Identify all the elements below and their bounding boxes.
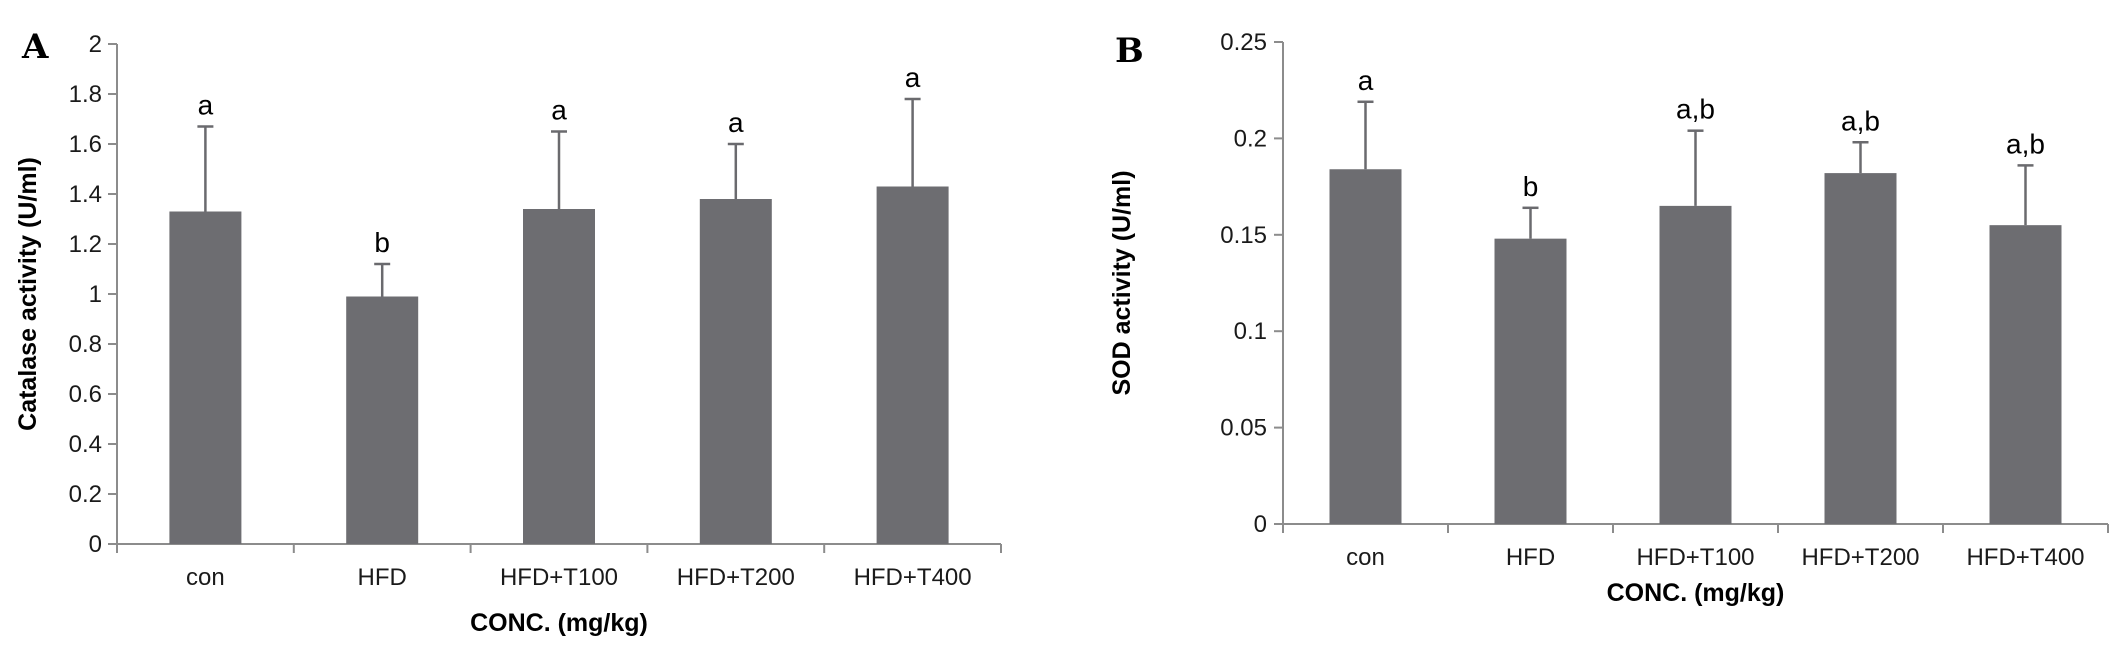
panel-a-x-axis-title: CONC. (mg/kg) <box>470 609 648 637</box>
panel-a-significance-label: a <box>728 107 744 138</box>
panel-a-bar <box>346 296 419 544</box>
panel-b-significance-label: a,b <box>2006 128 2045 159</box>
panel-b-y-tick-label: 0.05 <box>1220 415 1267 442</box>
panel-a-y-tick-label: 2 <box>89 31 102 58</box>
panel-b-y-axis-title: SOD activity (U/ml) <box>1108 170 1136 395</box>
panel-a-significance-label: a <box>551 95 567 126</box>
panel-a-significance-label: a <box>198 90 214 121</box>
panel-a-bar <box>169 211 242 544</box>
panel-b-significance-label: a <box>1358 65 1374 96</box>
panel-a-y-tick-label: 1.8 <box>69 81 102 108</box>
panel-a-y-tick-label: 1.2 <box>69 231 102 258</box>
panel-b-bar <box>1494 238 1567 524</box>
panel-a-x-tick-label: con <box>186 564 225 591</box>
panel-a-bar <box>523 209 595 544</box>
panel-a-y-tick-label: 0 <box>89 531 102 558</box>
panel-a-letter: A <box>21 27 49 67</box>
panel-b-x-tick-label: HFD <box>1506 544 1555 571</box>
panel-a-significance-label: b <box>374 227 390 258</box>
panel-b-y-tick-label: 0 <box>1254 511 1267 538</box>
panel-b-bar <box>1989 225 2062 524</box>
panel-a-y-tick-label: 1.6 <box>69 131 102 158</box>
panel-a-y-tick-label: 0.2 <box>69 481 102 508</box>
panel-a-y-tick-label: 1.4 <box>69 181 102 208</box>
panel-b-bar <box>1329 169 1402 525</box>
panel-a-significance-label: a <box>905 62 921 93</box>
panel-b-x-tick-label: HFD+T400 <box>1966 544 2084 571</box>
panel-a-bar <box>876 186 949 544</box>
panel-b-y-tick-label: 0.2 <box>1234 125 1267 152</box>
panel-b-significance-label: a,b <box>1841 105 1880 136</box>
panel-b-x-axis-title: CONC. (mg/kg) <box>1607 579 1785 607</box>
panel-a-x-tick-label: HFD <box>358 564 407 591</box>
panel-a-x-tick-label: HFD+T400 <box>854 564 972 591</box>
panel-b-y-tick-label: 0.25 <box>1220 29 1267 56</box>
panel-a-bar <box>699 199 772 544</box>
panel-b-x-tick-label: con <box>1346 544 1385 571</box>
panel-b-bar <box>1659 205 1732 524</box>
panel-a-y-tick-label: 1 <box>89 281 102 308</box>
panel-b-y-tick-label: 0.15 <box>1220 222 1267 249</box>
panel-a-y-tick-label: 0.6 <box>69 381 102 408</box>
panel-a-y-tick-label: 0.4 <box>69 431 102 458</box>
panel-b-significance-label: a,b <box>1676 94 1715 125</box>
panel-b-x-tick-label: HFD+T200 <box>1801 544 1919 571</box>
panel-a-y-axis-title: Catalase activity (U/ml) <box>14 157 42 431</box>
panel-b-x-tick-label: HFD+T100 <box>1636 544 1754 571</box>
panel-a-x-tick-label: HFD+T100 <box>500 564 618 591</box>
panel-b-letter: B <box>1115 31 1144 71</box>
panel-b-bar <box>1824 173 1897 524</box>
panel-b-y-tick-label: 0.1 <box>1234 318 1267 345</box>
panel-b-significance-label: b <box>1523 171 1539 202</box>
panel-a-x-tick-label: HFD+T200 <box>677 564 795 591</box>
panel-a-y-tick-label: 0.8 <box>69 331 102 358</box>
